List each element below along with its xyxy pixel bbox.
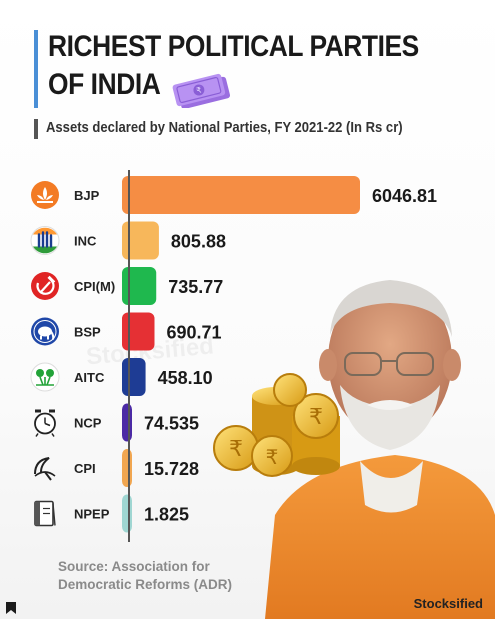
svg-text:₹: ₹ [195, 86, 202, 96]
bar [122, 176, 360, 214]
value-label: 1.825 [144, 505, 189, 525]
value-label: 15.728 [144, 459, 199, 479]
svg-text:₹: ₹ [229, 437, 243, 462]
book-icon [34, 500, 56, 527]
bar [122, 312, 155, 351]
subtitle-accent-bar [34, 119, 38, 139]
value-label: 735.77 [168, 277, 223, 297]
chart-subtitle: Assets declared by National Parties, FY … [46, 120, 403, 136]
title-line-2: OF INDIA [48, 68, 161, 101]
category-label: INC [74, 234, 97, 249]
chart-axis-line [128, 170, 130, 542]
value-label: 458.10 [158, 368, 213, 388]
value-label: 6046.81 [372, 186, 437, 206]
category-label: NCP [74, 416, 102, 431]
elephant-icon [31, 317, 59, 346]
category-label: AITC [74, 370, 105, 385]
hand-icon [30, 226, 60, 255]
bar [122, 449, 132, 487]
flowers-icon [30, 362, 60, 392]
lotus-icon [31, 181, 59, 209]
category-label: CPI [74, 461, 96, 476]
bookmark-icon[interactable] [4, 601, 18, 615]
title-line-1: RICHEST POLITICAL PARTIES [48, 30, 419, 63]
value-label: 74.535 [144, 414, 199, 434]
svg-text:₹: ₹ [266, 445, 279, 469]
bar [122, 267, 157, 305]
bar [122, 494, 132, 533]
value-label: 690.71 [167, 323, 222, 343]
hammer-sickle-icon [31, 272, 59, 300]
category-label: CPI(M) [74, 279, 115, 294]
page-title: RICHEST POLITICAL PARTIES OF INDIA [48, 28, 419, 104]
value-label: 805.88 [171, 232, 226, 252]
svg-text:₹: ₹ [309, 405, 323, 430]
source-note: Source: Association for Democratic Refor… [58, 558, 232, 594]
category-label: NPEP [74, 507, 110, 522]
clock-icon [34, 409, 56, 437]
source-line-2: Democratic Reforms (ADR) [58, 577, 233, 592]
money-icon: ₹ [172, 73, 231, 108]
source-line-1: Source: Association for [58, 559, 210, 574]
coins-icon: ₹ ₹ ₹ [213, 373, 340, 477]
bar [122, 403, 132, 442]
category-label: BSP [74, 325, 101, 340]
category-label: BJP [74, 188, 100, 203]
brand-logo-text: Stocksified [413, 596, 483, 611]
politician-portrait [265, 280, 495, 619]
title-accent-bar [34, 30, 38, 108]
bar [122, 358, 146, 396]
bar [122, 221, 159, 260]
sickle-icon [34, 457, 56, 481]
